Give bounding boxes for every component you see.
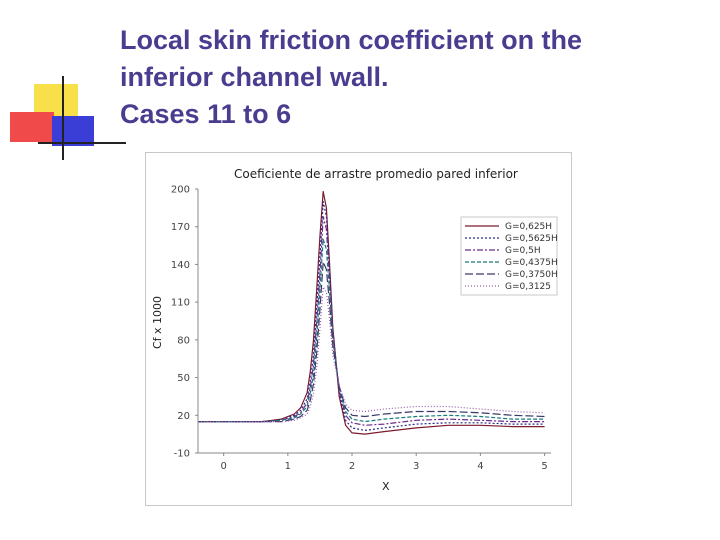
x-tick-label: 5 xyxy=(541,461,547,472)
series-line-4 xyxy=(198,238,545,423)
decorative-vertical-line xyxy=(62,76,64,160)
y-tick-label: 200 xyxy=(171,185,190,196)
legend-label: G=0,625H xyxy=(505,222,552,232)
chart-legend: G=0,625H G=0,5625H G=0,5H G=0,4375H G=0,3750… xyxy=(460,216,558,296)
y-tick-label: 170 xyxy=(171,222,190,233)
y-tick-label: 140 xyxy=(171,260,190,271)
x-tick-label: 2 xyxy=(349,461,355,472)
legend-label: G=0,5H xyxy=(505,246,541,256)
y-tick-label: -10 xyxy=(174,449,190,460)
decorative-red-square xyxy=(10,112,54,142)
x-tick-label: 0 xyxy=(220,461,226,472)
slide-title: Local skin friction coefficient on the i… xyxy=(120,25,583,129)
legend-label: G=0,5625H xyxy=(505,234,558,244)
x-tick-label: 3 xyxy=(413,461,419,472)
legend-label: G=0,3750H xyxy=(505,270,558,280)
decorative-horizontal-line xyxy=(38,142,126,144)
y-tick-label: 80 xyxy=(177,335,190,346)
legend-label: G=0,4375H xyxy=(505,258,558,268)
y-axis-label: Cf x 1000 xyxy=(151,296,164,349)
chart-title: Coeficiente de arrastre promedio pared i… xyxy=(234,167,518,181)
series-line-5 xyxy=(198,261,545,423)
series-layer xyxy=(198,190,545,435)
legend-label: G=0,3125 xyxy=(505,282,551,292)
series-line-3 xyxy=(198,216,545,426)
x-tick-label: 4 xyxy=(477,461,483,472)
x-axis-label: X xyxy=(382,480,390,493)
y-tick-label: 50 xyxy=(177,373,190,384)
series-line-1 xyxy=(198,190,545,435)
series-line-2 xyxy=(198,200,545,431)
chart-frame: Coeficiente de arrastre promedio pared i… xyxy=(145,152,572,506)
y-tick-label: 20 xyxy=(177,411,190,422)
chart-axes: -10 20 50 80 110 140 170 200 0 1 2 3 4 5 xyxy=(171,185,551,472)
x-tick-label: 1 xyxy=(285,461,291,472)
series-line-6 xyxy=(198,286,545,423)
decorative-blue-square xyxy=(52,116,94,146)
y-tick-label: 110 xyxy=(171,298,190,309)
legend-box xyxy=(460,216,558,296)
chart: Coeficiente de arrastre promedio pared i… xyxy=(151,167,558,493)
